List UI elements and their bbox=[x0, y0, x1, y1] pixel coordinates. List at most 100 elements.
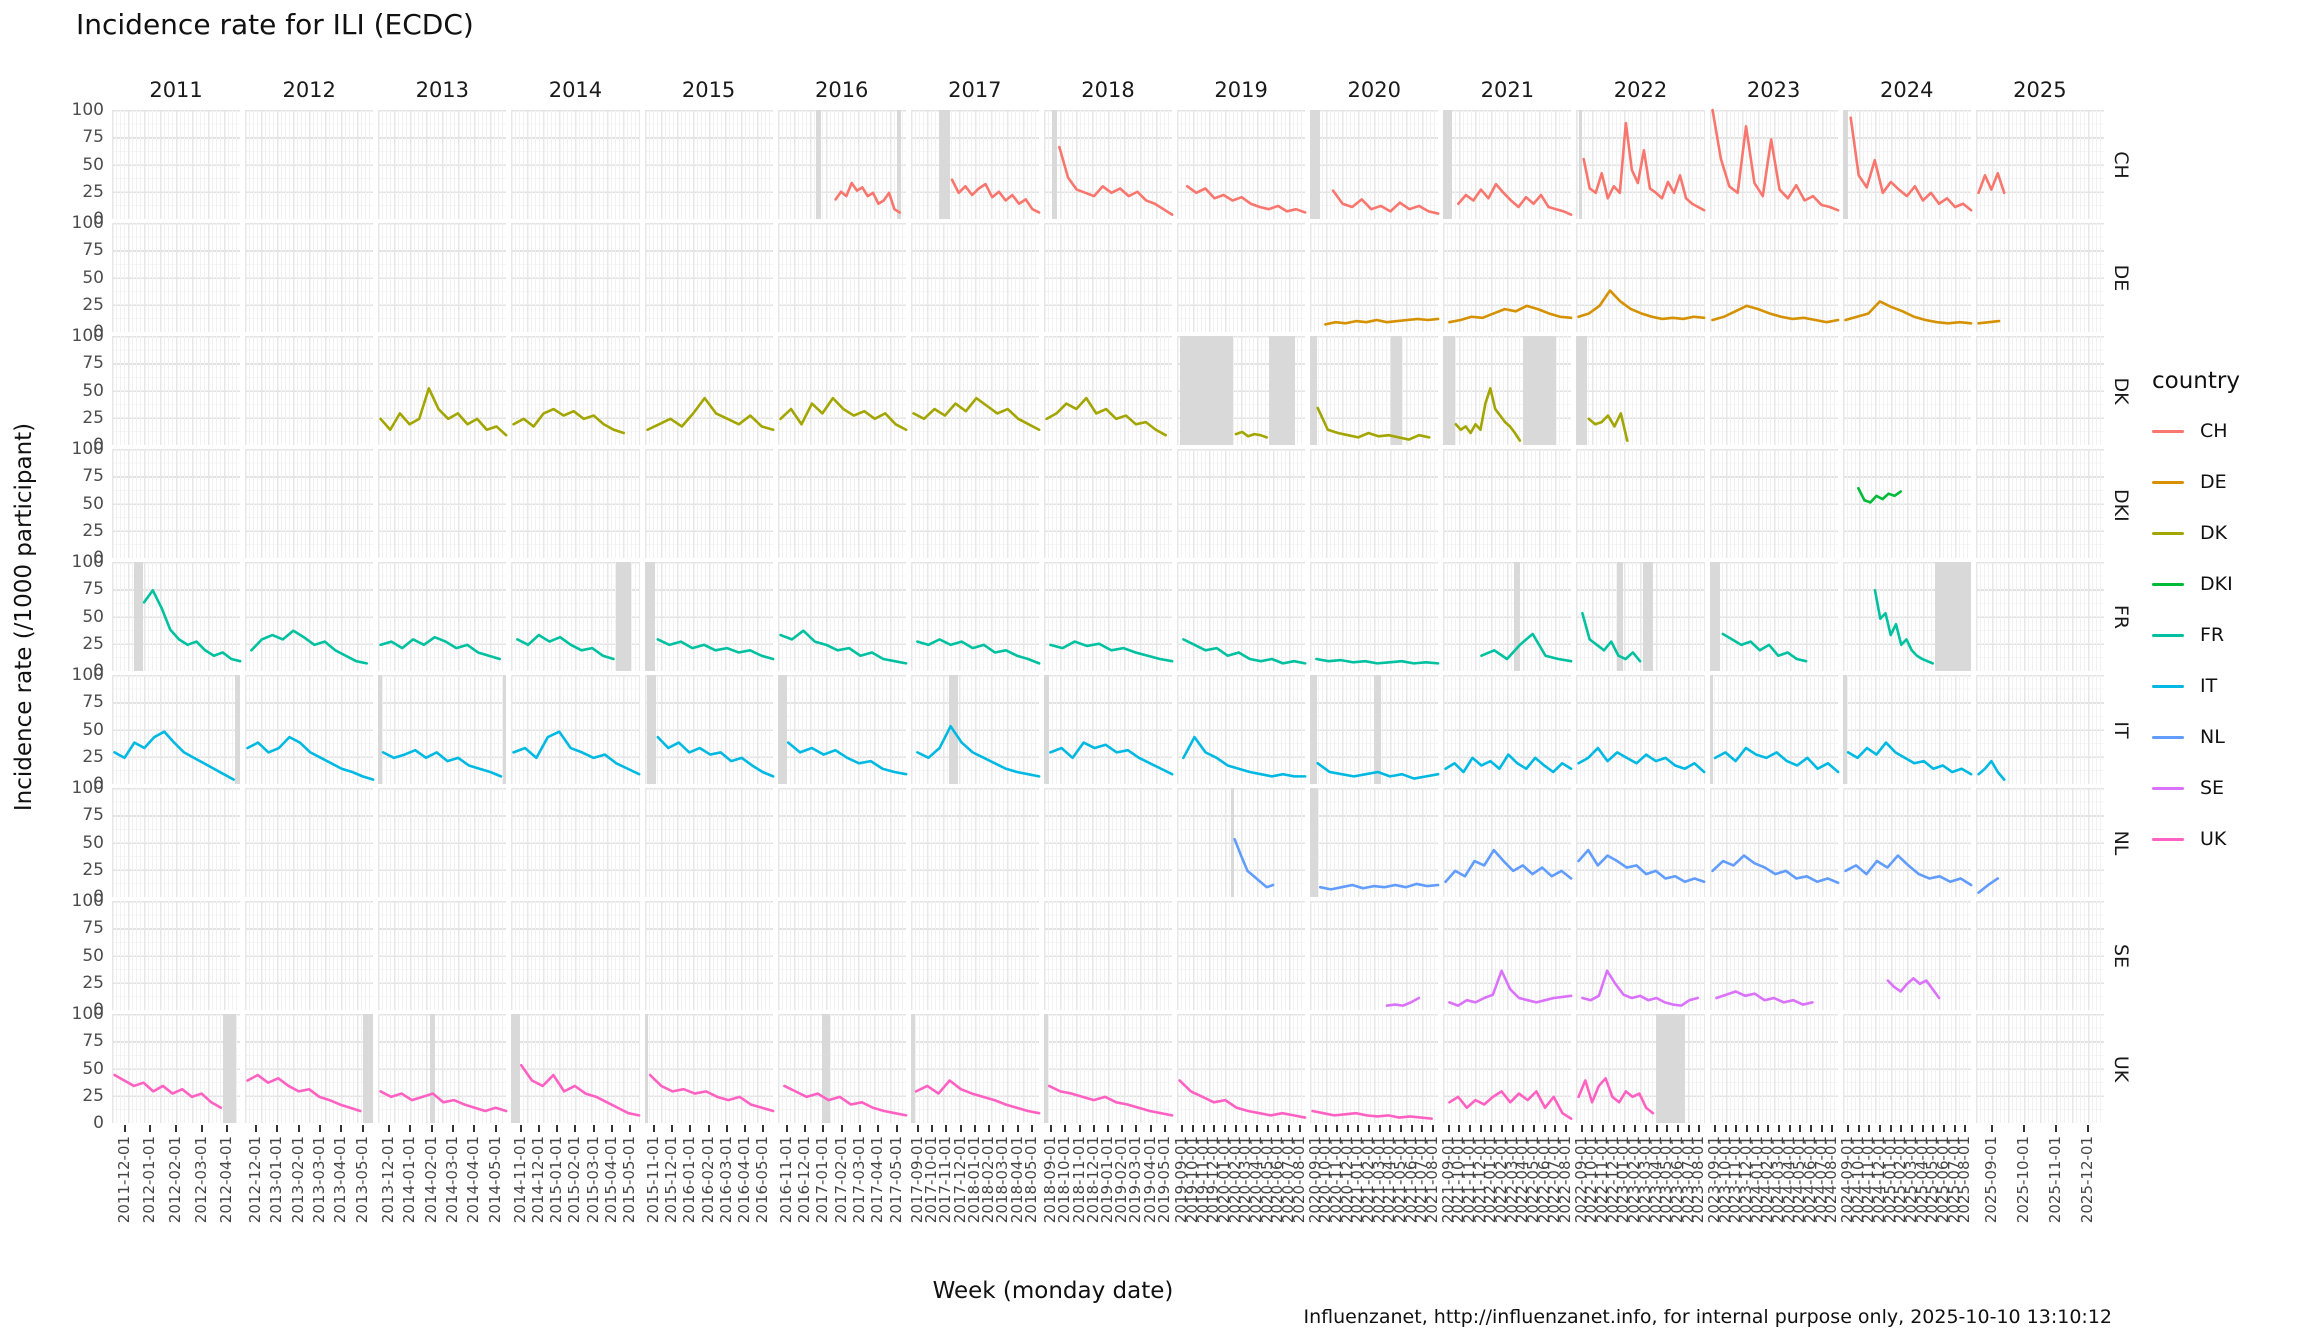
series-line-IT bbox=[245, 675, 373, 784]
facet-cell-IT-2012 bbox=[245, 675, 373, 784]
x-tick-label: 2012-04-01 bbox=[217, 1136, 236, 1224]
series-line-FR bbox=[511, 562, 639, 671]
facet-row-label: UK bbox=[2109, 1055, 2132, 1082]
x-tick-mark bbox=[1121, 1125, 1124, 1132]
data-gap-band bbox=[1310, 336, 1317, 445]
data-gap-band bbox=[1643, 562, 1654, 671]
x-tick-label: 2018-05-01 bbox=[1021, 1136, 1040, 1224]
facet-cell-SE-2020 bbox=[1310, 901, 1439, 1010]
facet-cell-IT-2018 bbox=[1043, 675, 1172, 784]
facet-cell-DK-2016 bbox=[777, 336, 906, 445]
x-tick-mark bbox=[916, 1125, 919, 1132]
series-line-IT bbox=[1976, 675, 2104, 784]
x-tick-mark bbox=[1900, 1125, 1903, 1132]
data-gap-band bbox=[1617, 562, 1623, 671]
series-line-CH bbox=[1443, 110, 1571, 219]
series-line-UK bbox=[1044, 1014, 1172, 1123]
facet-cell-FR-2012 bbox=[245, 562, 374, 671]
series-line-DE bbox=[1443, 223, 1571, 332]
legend-item-SE: SE bbox=[2152, 777, 2240, 799]
series-line-FR bbox=[1044, 562, 1172, 671]
facet-cell-CH-2013 bbox=[378, 110, 507, 219]
x-tick-mark bbox=[1050, 1125, 1053, 1132]
legend-label: DE bbox=[2200, 471, 2227, 493]
x-tick-mark bbox=[1724, 1125, 1727, 1132]
y-tick-label: 50 bbox=[82, 380, 104, 401]
series-line-DK bbox=[1177, 336, 1305, 445]
x-tick-mark bbox=[1213, 1125, 1216, 1132]
facet-col-header: 2016 bbox=[814, 78, 869, 102]
y-tick-label: 25 bbox=[82, 294, 104, 315]
y-tick-label: 75 bbox=[82, 579, 104, 600]
x-tick-mark bbox=[1399, 1125, 1402, 1132]
x-tick-mark bbox=[1346, 1125, 1349, 1132]
facet-cell-UK-2015 bbox=[644, 1014, 773, 1123]
x-tick-mark bbox=[556, 1125, 559, 1132]
facet-row-label: FR bbox=[2109, 604, 2132, 629]
series-line-IT bbox=[1576, 675, 1704, 784]
series-line-IT bbox=[511, 675, 639, 784]
facet-cell-IT-2020 bbox=[1310, 675, 1438, 784]
facet-cell-SE-2018 bbox=[1043, 901, 1173, 1010]
x-tick-label: 2013-02-01 bbox=[288, 1136, 307, 1224]
series-line-DE bbox=[1843, 223, 1971, 332]
footer-note: Influenzanet, http://influenzanet.info, … bbox=[1303, 1306, 2112, 1328]
x-tick-mark bbox=[1479, 1125, 1482, 1132]
x-tick-mark bbox=[494, 1125, 497, 1132]
x-tick-label: 2012-03-01 bbox=[191, 1136, 210, 1224]
y-tick-label: 100 bbox=[71, 891, 104, 911]
data-gap-band bbox=[1513, 562, 1521, 671]
x-tick-label: 2017-02-01 bbox=[831, 1136, 850, 1224]
y-tick-label: 100 bbox=[71, 552, 104, 572]
facet-col-header: 2020 bbox=[1347, 78, 1401, 102]
facet-cell-SE-2011 bbox=[112, 901, 241, 1010]
legend-label: UK bbox=[2200, 828, 2227, 850]
facet-cell-IT-2015 bbox=[644, 675, 773, 784]
x-tick-label: 2014-01-01 bbox=[400, 1136, 419, 1224]
x-tick-mark bbox=[1064, 1125, 1067, 1132]
x-tick-label: 2014-11-01 bbox=[510, 1136, 529, 1224]
facet-col-header: 2025 bbox=[2013, 78, 2067, 102]
y-tick-label: 0 bbox=[93, 548, 104, 568]
x-tick-mark bbox=[409, 1125, 412, 1132]
facet-cell-DE-2012 bbox=[245, 223, 374, 332]
data-gap-band bbox=[1443, 336, 1455, 445]
data-gap-band bbox=[1043, 675, 1050, 784]
facet-cell-NL-2016 bbox=[777, 788, 906, 897]
x-tick-mark bbox=[1990, 1125, 1993, 1132]
facet-row-label: CH bbox=[2109, 150, 2132, 179]
y-tick-label: 0 bbox=[93, 1000, 104, 1020]
facet-cell-UK-2025 bbox=[1975, 1014, 2104, 1123]
x-tick-mark bbox=[1078, 1125, 1081, 1132]
facet-row-label: SE bbox=[2109, 943, 2132, 968]
data-gap-band bbox=[1576, 336, 1587, 445]
series-line-UK bbox=[645, 1014, 773, 1123]
data-gap-band bbox=[644, 1014, 649, 1123]
x-tick-mark bbox=[1447, 1125, 1450, 1132]
y-tick-label: 25 bbox=[82, 407, 104, 428]
facet-cell-DK-2011 bbox=[112, 336, 241, 445]
x-tick-mark bbox=[1501, 1125, 1504, 1132]
facet-cell-DK-2022 bbox=[1576, 336, 1705, 445]
data-gap-band bbox=[1310, 788, 1318, 897]
x-tick-mark bbox=[1943, 1125, 1946, 1132]
facet-cell-FR-2021 bbox=[1443, 562, 1571, 671]
x-tick-mark bbox=[1106, 1125, 1109, 1132]
series-line-IT bbox=[911, 675, 1039, 784]
data-gap-band bbox=[1709, 675, 1714, 784]
x-tick-label: 2025-12-01 bbox=[2077, 1136, 2096, 1224]
facet-cell-CH-2023 bbox=[1709, 110, 1838, 219]
x-tick-label: 2025-10-01 bbox=[2013, 1136, 2032, 1224]
series-line-CH bbox=[1576, 110, 1704, 219]
facet-cell-IT-2016 bbox=[777, 675, 906, 784]
data-gap-band bbox=[1179, 336, 1234, 445]
x-tick-mark bbox=[611, 1125, 614, 1132]
facet-cell-DE-2022 bbox=[1576, 223, 1704, 332]
facet-cell-DKI-2012 bbox=[245, 449, 374, 558]
facet-cell-SE-2024 bbox=[1842, 901, 1971, 1010]
facet-cell-DK-2019 bbox=[1177, 336, 1306, 445]
facet-cell-DKI-2016 bbox=[777, 449, 906, 558]
x-tick-mark bbox=[1655, 1125, 1658, 1132]
series-line-DK bbox=[511, 336, 639, 445]
x-tick-mark bbox=[1016, 1125, 1019, 1132]
